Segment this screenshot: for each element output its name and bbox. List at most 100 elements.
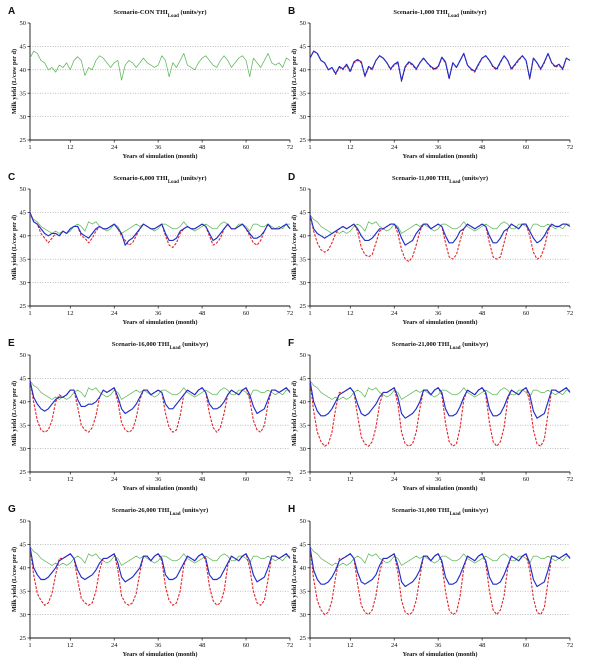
y-tick-label: 45: [300, 210, 307, 217]
x-tick-label: 1: [28, 476, 31, 483]
series-line-middle: [29, 380, 291, 415]
title-main: Scenario-CON THI: [114, 9, 169, 16]
x-tick-label: 36: [435, 144, 442, 151]
y-tick-label: 50: [300, 352, 307, 359]
y-tick-label: 40: [300, 399, 307, 406]
y-tick-label: 40: [300, 565, 307, 572]
x-tick-label: 1: [28, 310, 31, 317]
y-tick-label: 45: [300, 376, 307, 383]
y-tick-label: 50: [300, 518, 307, 525]
x-tick-label: 12: [347, 642, 354, 649]
series-line-middle: [309, 50, 571, 82]
panel-title: Scenario-16,000 THILoad (units/yr): [112, 341, 208, 351]
x-tick-label: 48: [199, 476, 206, 483]
y-tick-label: 40: [20, 565, 27, 572]
x-tick-label: 60: [523, 310, 530, 317]
x-tick-label: 48: [199, 310, 206, 317]
x-tick-label: 36: [435, 642, 442, 649]
x-tick-label: 12: [67, 476, 74, 483]
x-tick-label: 24: [391, 144, 398, 151]
x-tick-label: 48: [479, 310, 486, 317]
y-tick-label: 30: [20, 446, 27, 453]
x-tick-label: 72: [567, 310, 574, 317]
x-tick-label: 36: [155, 642, 162, 649]
y-tick-label: 25: [300, 469, 307, 476]
y-tick-label: 35: [300, 422, 307, 429]
series-line-con: [309, 380, 570, 400]
y-tick-label: 45: [20, 376, 27, 383]
title-unit: (units/yr): [461, 507, 489, 514]
x-axis-label: Years of simulation (month): [122, 319, 197, 326]
series-line-con: [29, 546, 290, 566]
x-tick-label: 1: [308, 476, 311, 483]
x-tick-label: 60: [243, 144, 250, 151]
title-subscript: Load: [169, 346, 180, 351]
y-tick-label: 25: [300, 303, 307, 310]
series-line-middle: [309, 214, 571, 246]
y-axis-label: Milk yield (L/cow per d): [291, 381, 298, 446]
y-tick-label: 45: [20, 44, 27, 51]
y-tick-label: 35: [300, 588, 307, 595]
y-tick-label: 25: [300, 635, 307, 642]
x-tick-label: 48: [479, 144, 486, 151]
x-tick-label: 60: [243, 642, 250, 649]
title-main: Scenario-6,000 THI: [113, 175, 168, 182]
y-tick-label: 40: [300, 67, 307, 74]
title-subscript: Load: [168, 14, 179, 19]
x-tick-label: 24: [111, 476, 118, 483]
panel-title: Scenario-6,000 THILoad (units/yr): [113, 175, 206, 185]
x-tick-label: 1: [308, 144, 311, 151]
title-unit: (units/yr): [461, 341, 489, 348]
panel-e: E Scenario-16,000 THILoad (units/yr) 25 30 3…: [8, 338, 293, 492]
title-unit: (units/yr): [179, 175, 207, 182]
x-tick-label: 24: [391, 642, 398, 649]
title-unit: (units/yr): [181, 341, 209, 348]
x-tick-label: 72: [287, 642, 294, 649]
x-tick-label: 1: [28, 642, 31, 649]
y-axis-label: Milk yield (L/cow per d): [291, 215, 298, 280]
series-line-middle: [309, 380, 571, 419]
x-tick-label: 60: [243, 476, 250, 483]
panel-a: A Scenario-CON THILoad (units/yr) 25 30 35 40…: [8, 6, 293, 160]
y-tick-label: 50: [20, 186, 27, 193]
x-tick-label: 12: [67, 642, 74, 649]
x-tick-label: 60: [523, 642, 530, 649]
x-tick-label: 24: [391, 310, 398, 317]
x-tick-label: 72: [287, 144, 294, 151]
x-tick-label: 12: [347, 476, 354, 483]
x-tick-label: 1: [308, 642, 311, 649]
x-tick-label: 72: [287, 310, 294, 317]
series-line-high: [309, 214, 571, 263]
title-unit: (units/yr): [460, 175, 488, 182]
title-main: Scenario-1,000 THI: [393, 9, 448, 16]
title-subscript: Load: [449, 346, 460, 351]
y-tick-label: 30: [20, 280, 27, 287]
x-axis-label: Years of simulation (month): [122, 485, 197, 492]
y-tick-label: 35: [300, 90, 307, 97]
y-tick-label: 35: [20, 422, 27, 429]
series-line-middle: [29, 546, 291, 583]
panel-g: G Scenario-26,000 THILoad (units/yr) 25 30 3…: [8, 504, 293, 658]
x-axis-label: Years of simulation (month): [402, 153, 477, 160]
x-tick-label: 48: [479, 476, 486, 483]
x-tick-label: 12: [67, 310, 74, 317]
y-axis-label: Milk yield (L/cow per d): [11, 381, 18, 446]
x-tick-label: 36: [155, 144, 162, 151]
panel-title: Scenario-1,000 THILoad (units/yr): [393, 9, 486, 19]
x-tick-label: 1: [308, 310, 311, 317]
y-tick-label: 30: [20, 612, 27, 619]
title-subscript: Load: [168, 180, 179, 185]
panel-letter: B: [288, 6, 295, 17]
y-tick-label: 25: [300, 137, 307, 144]
x-tick-label: 12: [67, 144, 74, 151]
y-tick-label: 50: [300, 20, 307, 27]
panel-f: F Scenario-21,000 THILoad (units/yr) 25 30 3…: [288, 338, 573, 492]
panel-title: Scenario-CON THILoad (units/yr): [114, 9, 207, 19]
title-subscript: Load: [448, 14, 459, 19]
y-tick-label: 45: [300, 44, 307, 51]
y-tick-label: 30: [300, 114, 307, 121]
title-main: Scenario-11,000 THI: [392, 175, 450, 182]
title-main: Scenario-26,000 THI: [112, 507, 170, 514]
y-tick-label: 25: [20, 469, 27, 476]
x-tick-label: 12: [347, 310, 354, 317]
